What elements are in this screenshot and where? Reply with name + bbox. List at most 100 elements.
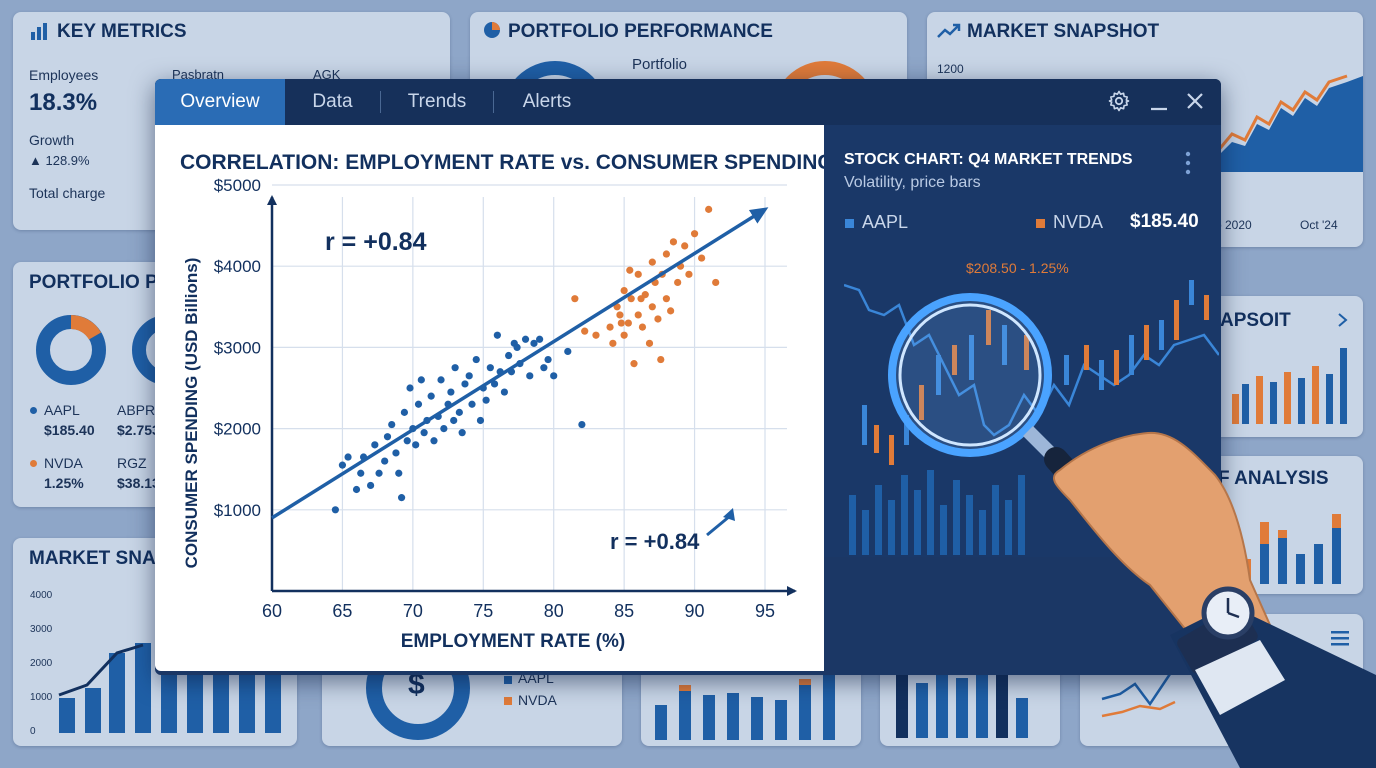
right-snapshot-bars xyxy=(1232,348,1347,424)
market-left-axis-4000: 4000 xyxy=(30,590,53,601)
tab-data[interactable]: Data xyxy=(312,91,353,112)
scatter-point xyxy=(620,286,628,295)
scatter-point xyxy=(437,376,445,384)
scatter-point xyxy=(397,494,406,502)
scatter-point xyxy=(690,230,699,238)
menu-icon[interactable] xyxy=(1330,630,1350,646)
portfolio-left-card: PORTFOLIO PERF AAPL $185.40 ABPR $2.753 … xyxy=(13,262,163,507)
dollar-donut xyxy=(366,668,470,740)
stock-legend-nvda: NVDA xyxy=(1053,212,1104,232)
stock-chart-title: STOCK CHART: Q4 MARKET TRENDS xyxy=(844,151,1133,168)
market-left-bars xyxy=(58,643,281,733)
scatter-point xyxy=(338,461,347,469)
hand-illustration xyxy=(1052,431,1376,768)
stock-legend-aapl: AAPL xyxy=(862,212,909,232)
scatter-point xyxy=(609,339,617,347)
scatter-point xyxy=(662,295,670,303)
scatter-point xyxy=(526,372,534,380)
growth-label: Growth xyxy=(29,132,75,148)
y-tick-label: $2000 xyxy=(214,420,261,439)
portfolio-title: PORTFOLIO PERFORMANCE xyxy=(508,21,773,42)
right-snapshot-title: APSOIT xyxy=(1220,310,1291,331)
portfolio-rgz-value: $38.13 xyxy=(117,475,160,491)
scatter-point xyxy=(451,364,459,372)
tab-separator xyxy=(380,91,381,113)
scatter-point xyxy=(648,303,656,311)
tab-separator xyxy=(493,91,494,113)
scatter-point xyxy=(667,307,675,315)
portfolio-donut-right xyxy=(132,315,163,385)
market-left-axis-1000: 1000 xyxy=(30,692,53,703)
legend-nvda-dot xyxy=(504,697,512,705)
scatter-point xyxy=(500,388,509,396)
more-options-icon[interactable] xyxy=(1183,151,1193,175)
scatter-point xyxy=(530,339,538,347)
scatter-point xyxy=(544,355,552,364)
scatter-point xyxy=(400,408,409,416)
trend-line xyxy=(271,207,769,520)
x-tick-label: 80 xyxy=(544,601,564,621)
pie-chart-icon xyxy=(484,22,500,38)
tab-bar: Overview Data Trends Alerts xyxy=(155,79,1221,125)
scatter-point xyxy=(674,278,682,287)
portfolio-nvda-value: 1.25% xyxy=(44,475,84,491)
scatter-point xyxy=(564,347,572,356)
bar-chart-icon xyxy=(31,23,47,40)
scatter-point xyxy=(654,315,662,323)
tab-overview[interactable]: Overview xyxy=(155,79,285,125)
scatter-point xyxy=(571,295,579,303)
portfolio-subtitle: Portfolio xyxy=(632,56,688,73)
scatter-point xyxy=(472,355,480,364)
y-axis-label: CONSUMER SPENDING (USD Billions) xyxy=(182,258,201,569)
stock-chart-subtitle: Volatility, price bars xyxy=(844,174,981,191)
close-icon[interactable] xyxy=(1183,89,1207,113)
y-tick-label: $5000 xyxy=(214,176,261,195)
scatter-chart: CORRELATION: EMPLOYMENT RATE vs. CONSUME… xyxy=(180,151,824,652)
scatter-point xyxy=(388,420,396,429)
gear-icon[interactable] xyxy=(1107,89,1131,113)
dashboard-window: Overview Data Trends Alerts CORRELATION:… xyxy=(155,79,1221,675)
right-bottom-lines xyxy=(1101,673,1176,718)
scatter-point xyxy=(450,416,458,425)
portfolio-donut-2 xyxy=(772,61,878,112)
market-left-axis-0: 0 xyxy=(30,726,36,737)
scatter-point xyxy=(455,408,463,416)
legend-nvda: NVDA xyxy=(518,692,557,708)
market-left-axis-3000: 3000 xyxy=(30,624,53,635)
legend-aapl-dot xyxy=(504,676,512,684)
scatter-point xyxy=(657,355,665,364)
x-tick-label: 75 xyxy=(473,601,493,621)
metric-column-2: Pasbratn xyxy=(172,67,225,82)
tab-trends[interactable]: Trends xyxy=(407,91,467,112)
chevron-right-icon[interactable] xyxy=(1336,312,1350,328)
tab-alerts[interactable]: Alerts xyxy=(522,91,572,112)
correlation-annotation-2: r = +0.84 xyxy=(610,529,700,554)
minimize-icon[interactable] xyxy=(1147,89,1171,113)
scatter-point xyxy=(465,372,473,380)
total-charge-label: Total charge xyxy=(29,185,106,201)
scatter-point xyxy=(486,364,494,372)
portfolio-abpr-value: $2.753 xyxy=(117,422,160,438)
scatter-point xyxy=(630,360,638,368)
right-analysis-title: F ANALYSIS xyxy=(1218,468,1329,489)
key-metrics-title: KEY METRICS xyxy=(57,21,187,42)
y-tick-label: $4000 xyxy=(214,257,261,276)
scatter-point xyxy=(440,425,448,433)
scatter-point xyxy=(540,364,548,372)
scatter-point xyxy=(712,278,720,287)
scatter-point xyxy=(681,242,689,250)
scatter-point xyxy=(505,351,513,360)
scatter-point xyxy=(352,485,361,494)
scatter-point xyxy=(493,331,501,339)
scatter-point xyxy=(669,238,678,246)
x-tick-label: 60 xyxy=(262,601,282,621)
date-label-1: p 2020 xyxy=(1215,218,1252,232)
scatter-point xyxy=(383,433,392,441)
stock-price: $185.40 xyxy=(1130,211,1199,232)
scatter-point xyxy=(420,429,428,437)
scatter-point xyxy=(381,457,389,465)
market-snapshot-title: MARKET SNAPSHOT xyxy=(967,21,1160,42)
scatter-point xyxy=(392,449,400,457)
scatter-point xyxy=(521,335,530,343)
correlation-panel: CORRELATION: EMPLOYMENT RATE vs. CONSUME… xyxy=(155,125,824,671)
